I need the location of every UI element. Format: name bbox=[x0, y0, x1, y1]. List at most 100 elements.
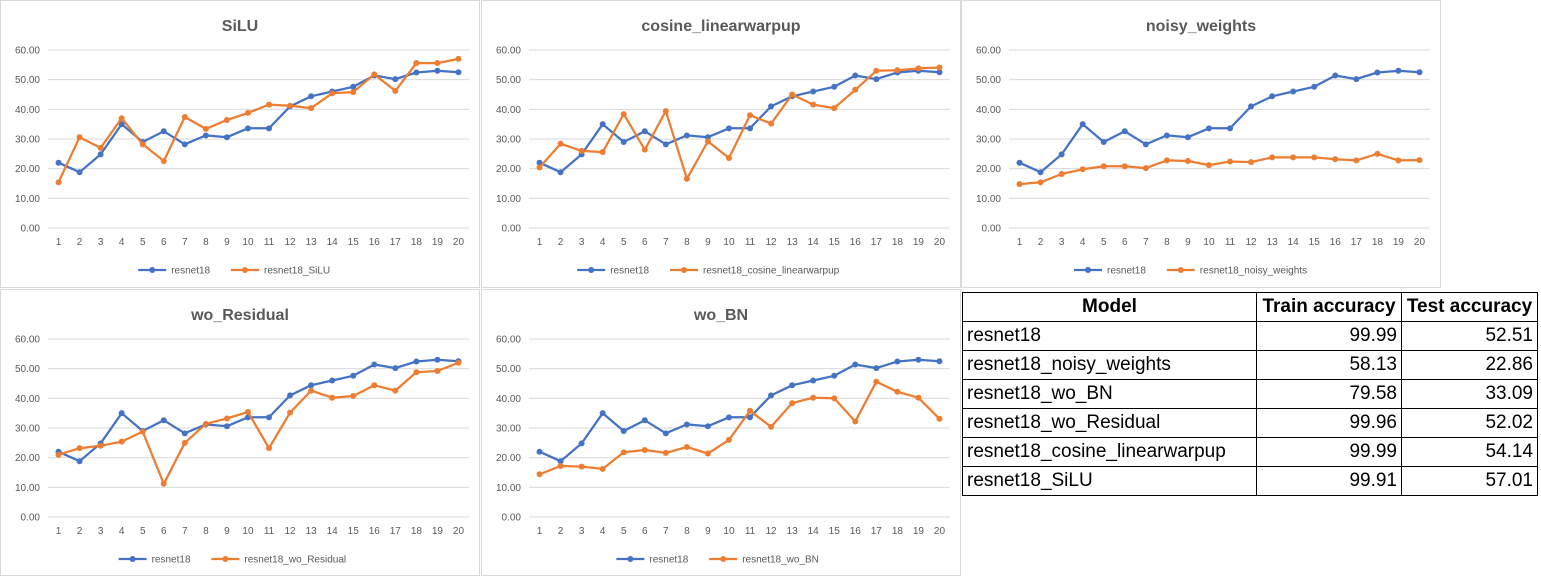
data-point-resnet18-cosine-linearwarpup bbox=[557, 140, 564, 147]
data-point-resnet18 bbox=[1353, 76, 1360, 83]
data-point-resnet18-noisy-weights bbox=[1121, 163, 1128, 170]
x-tick-label: 2 bbox=[77, 237, 83, 248]
data-point-resnet18 bbox=[223, 423, 230, 430]
chart-panel-noisy-weights: noisy_weights 0.00 10.00 20.00 30.00 40.00 50.… bbox=[961, 0, 1441, 288]
data-point-resnet18 bbox=[1058, 151, 1065, 158]
y-tick-label: 0.00 bbox=[21, 224, 41, 235]
data-point-resnet18-wo-residual bbox=[455, 359, 462, 366]
y-tick-label: 40.00 bbox=[976, 105, 1001, 116]
x-tick-label: 3 bbox=[1059, 237, 1065, 248]
data-point-resnet18-silu bbox=[97, 144, 104, 151]
x-tick-label: 9 bbox=[705, 526, 711, 537]
data-point-resnet18 bbox=[599, 410, 606, 417]
data-point-resnet18 bbox=[413, 358, 420, 365]
data-point-resnet18 bbox=[160, 417, 167, 424]
data-point-resnet18-wo-bn bbox=[936, 415, 943, 422]
data-point-resnet18-silu bbox=[118, 115, 125, 122]
line-chart-wo-bn: wo_BN 0.00 10.00 20.00 30.00 40.00 50.00 60.00 1… bbox=[496, 307, 950, 566]
data-point-resnet18-noisy-weights bbox=[1374, 150, 1381, 157]
x-tick-label: 11 bbox=[1225, 237, 1236, 248]
x-tick-label: 6 bbox=[642, 526, 648, 537]
data-point-resnet18 bbox=[392, 365, 399, 372]
x-tick-label: 15 bbox=[348, 526, 360, 537]
x-tick-label: 5 bbox=[140, 526, 146, 537]
data-point-resnet18-wo-residual bbox=[55, 451, 62, 458]
x-tick-label: 13 bbox=[787, 526, 799, 537]
y-tick-label: 10.00 bbox=[15, 483, 40, 494]
x-tick-label: 12 bbox=[285, 237, 297, 248]
column-header-test-accuracy: Test accuracy bbox=[1401, 292, 1538, 322]
data-point-resnet18 bbox=[76, 169, 83, 176]
data-point-resnet18 bbox=[578, 440, 585, 447]
data-point-resnet18-wo-bn bbox=[557, 462, 564, 469]
x-tick-label: 13 bbox=[306, 526, 318, 537]
data-point-resnet18 bbox=[1269, 93, 1276, 100]
data-point-resnet18 bbox=[181, 141, 188, 148]
data-point-resnet18-cosine-linearwarpup bbox=[662, 108, 669, 115]
y-tick-label: 20.00 bbox=[496, 453, 521, 464]
data-point-resnet18 bbox=[683, 421, 690, 428]
data-point-resnet18 bbox=[76, 458, 83, 465]
data-point-resnet18-noisy-weights bbox=[1142, 165, 1149, 172]
y-tick-label: 10.00 bbox=[976, 194, 1001, 205]
cell-test-accuracy: 52.51 bbox=[1401, 321, 1538, 351]
cell-train-accuracy: 99.99 bbox=[1256, 321, 1402, 351]
data-point-resnet18 bbox=[1332, 72, 1339, 79]
results-table: Model Train accuracy Test accuracy resne… bbox=[962, 292, 1538, 496]
chart-title: wo_Residual bbox=[190, 307, 289, 324]
data-point-resnet18-cosine-linearwarpup bbox=[789, 91, 796, 98]
series-line-resnet18 bbox=[58, 69, 459, 174]
y-tick-label: 60.00 bbox=[15, 46, 40, 57]
x-tick-label: 2 bbox=[1038, 237, 1044, 248]
legend-label: resnet18_cosine_linearwarpup bbox=[703, 266, 840, 277]
x-tick-label: 17 bbox=[390, 237, 402, 248]
data-point-resnet18-noisy-weights bbox=[1016, 181, 1023, 188]
data-point-resnet18-noisy-weights bbox=[1058, 171, 1065, 178]
data-point-resnet18-wo-residual bbox=[350, 392, 357, 399]
y-tick-label: 20.00 bbox=[15, 164, 40, 175]
data-point-resnet18-noisy-weights bbox=[1269, 154, 1276, 161]
data-point-resnet18-noisy-weights bbox=[1416, 157, 1423, 164]
legend-marker-resnet18 bbox=[129, 556, 136, 562]
y-tick-label: 30.00 bbox=[496, 424, 521, 435]
x-tick-label: 11 bbox=[264, 526, 275, 537]
chart-panel-wo-bn: wo_BN 0.00 10.00 20.00 30.00 40.00 50.00 60.00 1… bbox=[481, 289, 961, 576]
data-point-resnet18-wo-bn bbox=[683, 443, 690, 450]
x-tick-label: 10 bbox=[1203, 237, 1215, 248]
cell-test-accuracy: 54.14 bbox=[1401, 437, 1538, 467]
data-point-resnet18 bbox=[118, 121, 125, 128]
x-tick-label: 17 bbox=[390, 526, 402, 537]
x-tick-label: 12 bbox=[766, 237, 778, 248]
y-tick-label: 10.00 bbox=[496, 483, 521, 494]
table-row: resnet18_cosine_linearwarpup 99.99 54.14 bbox=[962, 437, 1538, 467]
data-point-resnet18 bbox=[97, 151, 104, 158]
data-point-resnet18-cosine-linearwarpup bbox=[725, 154, 732, 161]
data-point-resnet18 bbox=[662, 141, 669, 148]
data-point-resnet18-noisy-weights bbox=[1184, 157, 1191, 164]
x-tick-label: 11 bbox=[745, 237, 756, 248]
x-tick-label: 14 bbox=[327, 526, 339, 537]
data-point-resnet18 bbox=[641, 417, 648, 424]
data-point-resnet18-silu bbox=[350, 89, 357, 96]
data-point-resnet18 bbox=[1227, 125, 1234, 132]
data-point-resnet18 bbox=[160, 128, 167, 135]
data-point-resnet18-silu bbox=[244, 109, 251, 116]
x-tick-label: 4 bbox=[119, 237, 125, 248]
data-point-resnet18 bbox=[308, 93, 315, 100]
legend-label: resnet18 bbox=[171, 266, 210, 277]
legend-marker-resnet18 bbox=[627, 556, 634, 562]
data-point-resnet18-wo-bn bbox=[915, 394, 922, 401]
x-tick-label: 17 bbox=[1351, 237, 1363, 248]
data-point-resnet18 bbox=[434, 67, 441, 74]
x-tick-label: 2 bbox=[77, 526, 83, 537]
y-tick-label: 60.00 bbox=[15, 335, 40, 346]
y-tick-label: 10.00 bbox=[15, 194, 40, 205]
data-point-resnet18-wo-residual bbox=[244, 408, 251, 415]
data-point-resnet18-cosine-linearwarpup bbox=[810, 101, 817, 108]
x-tick-label: 1 bbox=[537, 237, 543, 248]
cell-model: resnet18_cosine_linearwarpup bbox=[962, 437, 1257, 467]
data-point-resnet18-noisy-weights bbox=[1332, 156, 1339, 163]
y-tick-label: 50.00 bbox=[496, 75, 521, 86]
x-tick-label: 8 bbox=[684, 526, 690, 537]
data-point-resnet18 bbox=[1016, 159, 1023, 166]
